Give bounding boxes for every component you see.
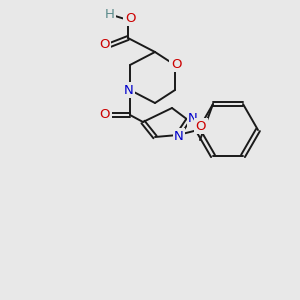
Text: O: O	[99, 38, 109, 52]
Text: O: O	[196, 119, 206, 133]
Text: N: N	[188, 112, 198, 125]
Text: O: O	[125, 11, 135, 25]
Text: N: N	[174, 130, 184, 142]
Text: H: H	[105, 8, 115, 20]
Text: O: O	[100, 109, 110, 122]
Text: O: O	[171, 58, 181, 70]
Text: N: N	[124, 83, 134, 97]
